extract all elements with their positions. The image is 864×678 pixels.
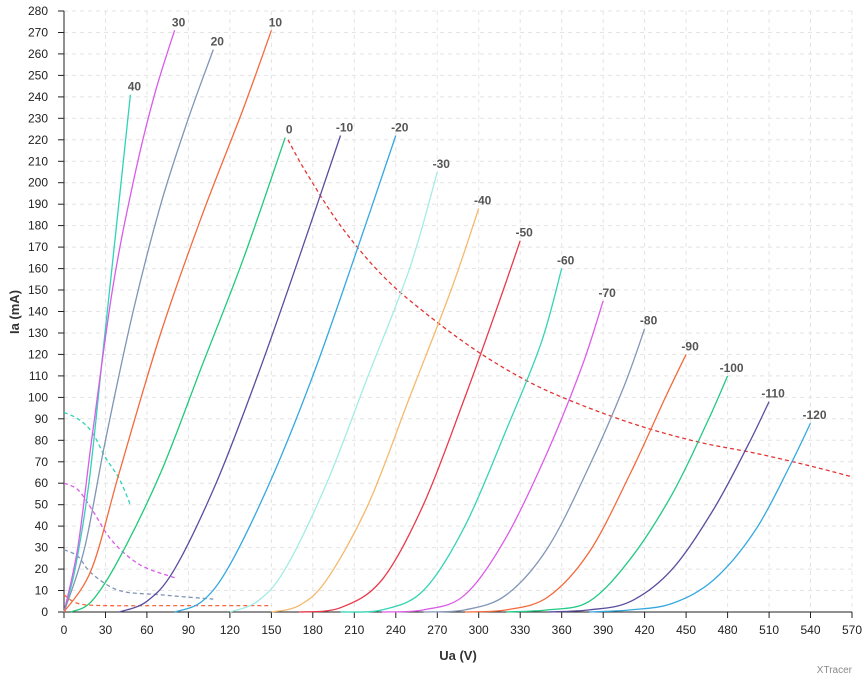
x-axis-title: Ua (V) xyxy=(439,648,477,663)
x-tick-label: 150 xyxy=(261,623,281,637)
curve-label: -60 xyxy=(557,254,575,268)
curve-line xyxy=(63,49,214,613)
x-tick-label: 450 xyxy=(676,623,696,637)
curve-label: -30 xyxy=(433,157,451,171)
y-tick-label: 280 xyxy=(28,4,48,18)
x-tick-label: 330 xyxy=(510,623,530,637)
curve-line xyxy=(63,30,273,613)
y-tick-label: 90 xyxy=(35,412,49,426)
dashed-line xyxy=(287,139,853,478)
y-tick-label: 240 xyxy=(28,90,48,104)
y-tick-label: 20 xyxy=(35,562,49,576)
x-tick-label: 60 xyxy=(140,623,154,637)
curve-label: -20 xyxy=(391,121,409,135)
curve-label: 30 xyxy=(172,15,186,29)
curve-label: -100 xyxy=(720,361,744,375)
y-tick-label: 250 xyxy=(28,68,48,82)
y-tick-label: 60 xyxy=(35,476,49,490)
grid-voltage-curves xyxy=(63,30,812,613)
y-tick-label: 260 xyxy=(28,47,48,61)
x-tick-label: 120 xyxy=(220,623,240,637)
dashed-line xyxy=(63,549,214,600)
curve-label: -50 xyxy=(516,226,534,240)
curve-label: 40 xyxy=(128,80,142,94)
grid xyxy=(64,10,853,612)
curve-line xyxy=(464,354,687,613)
y-tick-label: 110 xyxy=(29,369,48,383)
curve-line xyxy=(63,94,132,613)
x-tick-label: 210 xyxy=(344,623,364,637)
watermark-text: XTracer xyxy=(817,665,853,676)
y-tick-label: 100 xyxy=(28,390,48,404)
curve-label: -120 xyxy=(802,408,826,422)
x-tick-label: 480 xyxy=(718,623,738,637)
curve-line xyxy=(229,171,438,613)
x-tick-label: 570 xyxy=(842,623,862,637)
y-tick-label: 0 xyxy=(41,605,48,619)
curve-line xyxy=(547,401,770,613)
curve-label: -40 xyxy=(474,194,492,208)
y-tick-label: 80 xyxy=(35,433,49,447)
curve-line xyxy=(63,30,176,613)
curve-label: 0 xyxy=(286,123,293,137)
curve-label: -70 xyxy=(599,286,617,300)
y-tick-label: 160 xyxy=(28,262,48,276)
x-tick-label: 300 xyxy=(469,623,489,637)
curve-line xyxy=(70,137,286,613)
curve-line xyxy=(174,135,397,613)
x-tick-label: 180 xyxy=(303,623,323,637)
x-axis-ticks: 0 30 60 90 120 150 180 210 240 270 300 330 360 390 420… xyxy=(61,612,862,637)
dashed-line xyxy=(63,482,175,579)
y-tick-label: 270 xyxy=(28,26,48,40)
curve-label: -110 xyxy=(761,387,785,401)
x-tick-label: 240 xyxy=(386,623,406,637)
y-tick-label: 10 xyxy=(35,584,49,598)
x-tick-label: 510 xyxy=(759,623,779,637)
y-tick-label: 140 xyxy=(28,305,48,319)
x-tick-label: 420 xyxy=(635,623,655,637)
load-lines xyxy=(63,139,853,607)
curve-label: 20 xyxy=(211,35,225,49)
y-tick-label: 130 xyxy=(28,326,48,340)
y-tick-label: 30 xyxy=(35,541,49,555)
x-tick-label: 360 xyxy=(552,623,572,637)
curve-label: -90 xyxy=(681,339,699,353)
x-tick-label: 0 xyxy=(61,623,68,637)
curve-line xyxy=(506,375,729,613)
y-tick-label: 220 xyxy=(28,133,48,147)
y-tick-label: 230 xyxy=(28,111,48,125)
curve-line xyxy=(381,300,604,613)
y-tick-label: 170 xyxy=(28,240,48,254)
y-tick-label: 210 xyxy=(28,154,48,168)
curve-line xyxy=(298,240,521,613)
curve-label: -10 xyxy=(336,121,354,135)
y-tick-label: 120 xyxy=(28,347,48,361)
y-axis-title: Ia (mA) xyxy=(7,290,22,334)
curve-label: -80 xyxy=(640,314,658,328)
x-tick-label: 30 xyxy=(99,623,113,637)
y-tick-label: 180 xyxy=(28,219,48,233)
curve-line xyxy=(589,422,812,613)
curve-line xyxy=(271,208,480,613)
x-tick-label: 90 xyxy=(182,623,196,637)
y-tick-label: 200 xyxy=(28,176,48,190)
y-tick-label: 40 xyxy=(35,519,49,533)
x-tick-label: 390 xyxy=(593,623,613,637)
dashed-line xyxy=(63,411,131,505)
curve-line xyxy=(423,328,646,613)
y-tick-label: 50 xyxy=(35,498,49,512)
y-tick-label: 150 xyxy=(28,283,48,297)
curve-labels: 40 30 20 10 0 -10 -20 -30 -40 -50 -60 -70 -80 -90 -100… xyxy=(128,15,827,422)
curve-line xyxy=(119,135,342,613)
y-tick-label: 70 xyxy=(35,455,49,469)
curve-label: 10 xyxy=(269,15,283,29)
y-axis-ticks: 0 10 20 30 40 50 60 70 80 90 100 110 120 130 140 150 160… xyxy=(28,4,64,619)
x-tick-label: 540 xyxy=(800,623,820,637)
curve-line xyxy=(340,268,563,613)
x-tick-label: 270 xyxy=(427,623,447,637)
y-tick-label: 190 xyxy=(28,197,48,211)
